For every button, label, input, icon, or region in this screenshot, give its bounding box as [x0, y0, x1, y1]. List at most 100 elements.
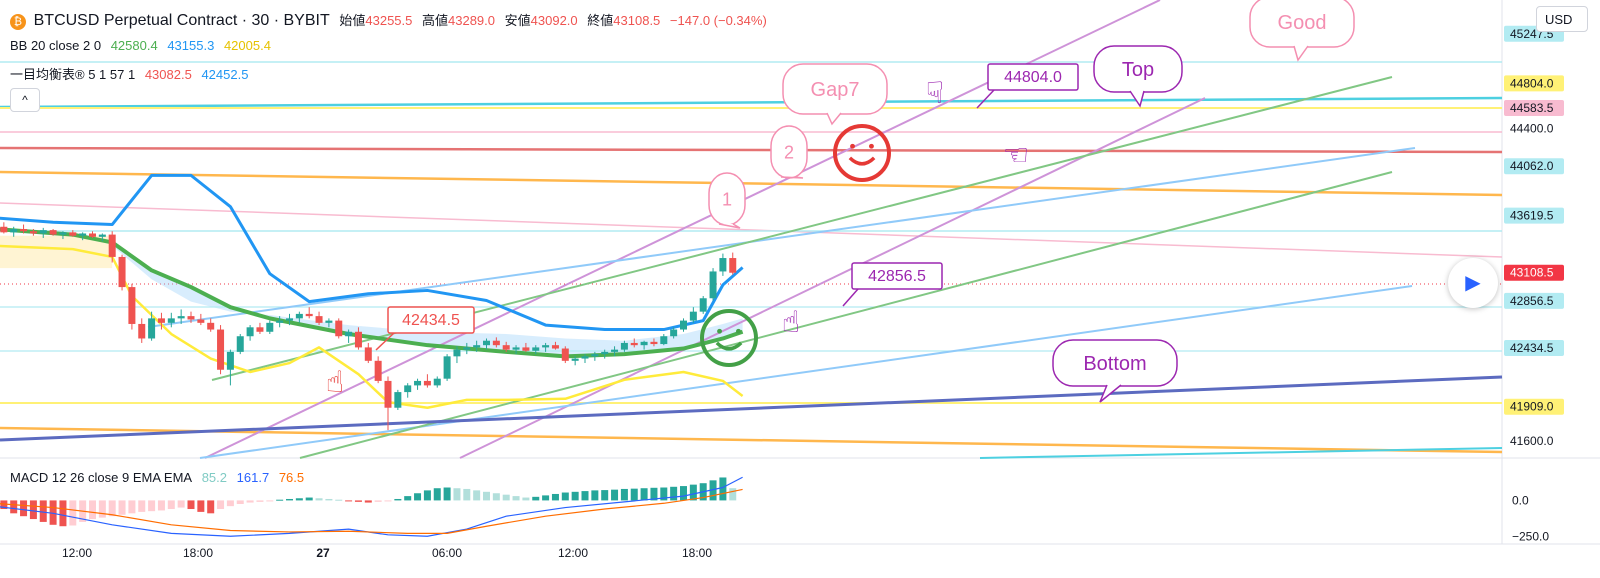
macd-histogram-bar [423, 490, 431, 501]
macd-histogram-bar [650, 487, 658, 501]
macd-histogram-bar [384, 500, 392, 502]
low-value: 43092.0 [530, 13, 578, 28]
grid [0, 0, 1600, 545]
trend-line [211, 76, 1393, 381]
macd-hist-value: 85.2 [201, 470, 228, 485]
candle-body [532, 347, 540, 351]
macd-histogram-bar [89, 500, 96, 520]
price-tick-bg [1504, 398, 1564, 415]
candle-body [630, 342, 638, 346]
close-value: 43108.5 [613, 13, 661, 28]
macd-histogram-bar [414, 493, 422, 501]
macd-histogram-bar [394, 498, 402, 501]
macd-legend: MACD 12 26 close 9 EMA EMA 85.2 161.7 76… [10, 470, 310, 485]
macd-histogram-bar [680, 486, 687, 501]
macd-histogram-bar [630, 488, 638, 501]
trend-line [199, 285, 1413, 459]
candle-body [581, 356, 589, 359]
candle-body [79, 233, 87, 236]
macd-histogram-bar [620, 488, 628, 501]
candle-body [89, 233, 96, 237]
candle-body [374, 360, 382, 381]
time-tick-label: 18:00 [682, 546, 712, 560]
callout-tail [826, 112, 842, 126]
candle-body [709, 271, 717, 299]
macd-pane [0, 476, 743, 537]
candle-body [473, 345, 481, 348]
smiley-icon-eye [736, 328, 741, 334]
callout-text: Top [1122, 59, 1154, 81]
candle-body [177, 316, 185, 319]
macd-histogram-bar [0, 500, 8, 510]
high-label: 高値 [422, 13, 449, 28]
macd-histogram-bar [226, 500, 234, 507]
macd-histogram-bar [49, 500, 57, 525]
candle-body [276, 320, 284, 323]
candle-body [39, 230, 47, 234]
macd-line-value: 161.7 [236, 470, 270, 485]
candle-body [561, 348, 569, 361]
candle-body [620, 342, 628, 350]
candle-body [59, 232, 67, 235]
candle-body [680, 320, 687, 330]
macd-histogram-bar [502, 494, 510, 501]
ichimoku-label: 一目均衡表® 5 1 57 1 [10, 67, 136, 82]
horizontal-lines [0, 61, 1503, 459]
bb-upper-line [0, 173, 744, 332]
ichimoku-legend: 一目均衡表® 5 1 57 1 43082.5 42452.5 [10, 64, 254, 83]
macd-histogram-bar [532, 496, 540, 501]
candle-body [305, 313, 313, 317]
price-tick-label: 44062.0 [1510, 159, 1554, 173]
candle-body [108, 234, 116, 257]
collapse-legend-button[interactable]: ^ [10, 88, 40, 112]
callout-tail [780, 176, 804, 179]
price-tick-label: 41600.0 [1510, 434, 1554, 448]
time-tick-label: 12:00 [62, 546, 92, 560]
macd-histogram-bar [551, 493, 559, 501]
trend-line [147, 147, 1416, 328]
candle-body [433, 378, 441, 386]
candle-body [601, 351, 609, 355]
candle-body [345, 331, 353, 337]
candle-body [512, 347, 520, 350]
candle-body [364, 347, 372, 361]
currency-unit-button[interactable]: USD [1536, 6, 1588, 32]
time-axis: 12:00 18:00 27 06:00 12:00 18:00 [62, 546, 712, 560]
callout-text: 2 [784, 142, 794, 162]
change-value: −147.0 (−0.34%) [669, 13, 767, 28]
candle-body [157, 318, 165, 323]
macd-histogram-bar [246, 500, 254, 503]
smiley-icon-mouth [848, 156, 876, 166]
smiley-icon-mouth [715, 341, 743, 351]
price-tick-label: 44804.0 [1510, 76, 1554, 90]
macd-histogram-bar [719, 477, 727, 501]
smiley-icon [700, 309, 758, 367]
price-tick-bg [1504, 264, 1564, 281]
candle-body [354, 331, 362, 348]
candle-body [148, 318, 156, 339]
macd-histogram-bar [453, 488, 461, 501]
candle-body [295, 313, 303, 319]
pointing-hand-icon: ☝ [782, 305, 800, 340]
annotations: Good Gap7 Top Bottom 1 2 44804.0 42856.5 42434.5… [326, 0, 1355, 403]
candle-body [443, 356, 451, 379]
macd-histogram-bar [286, 498, 293, 501]
bb-basis-value: 42580.4 [110, 38, 158, 53]
candle-body [128, 287, 136, 324]
candle-body [69, 232, 77, 236]
open-label: 始値 [339, 13, 366, 28]
time-tick-label: 27 [316, 546, 330, 560]
candle-body [226, 351, 234, 370]
candle-body [118, 256, 126, 288]
macd-line [0, 476, 743, 537]
macd-histogram-bar [295, 498, 303, 501]
price-label-box [387, 306, 475, 334]
macd-tick-label: −250.0 [1512, 529, 1549, 543]
callout-tail [1293, 45, 1309, 62]
price-tick-label: 42434.5 [1510, 341, 1554, 355]
play-icon[interactable]: ▶ [1448, 258, 1498, 308]
macd-histogram-bar [374, 500, 382, 502]
macd-histogram-bar [483, 491, 490, 501]
macd-histogram-bar [601, 490, 609, 501]
